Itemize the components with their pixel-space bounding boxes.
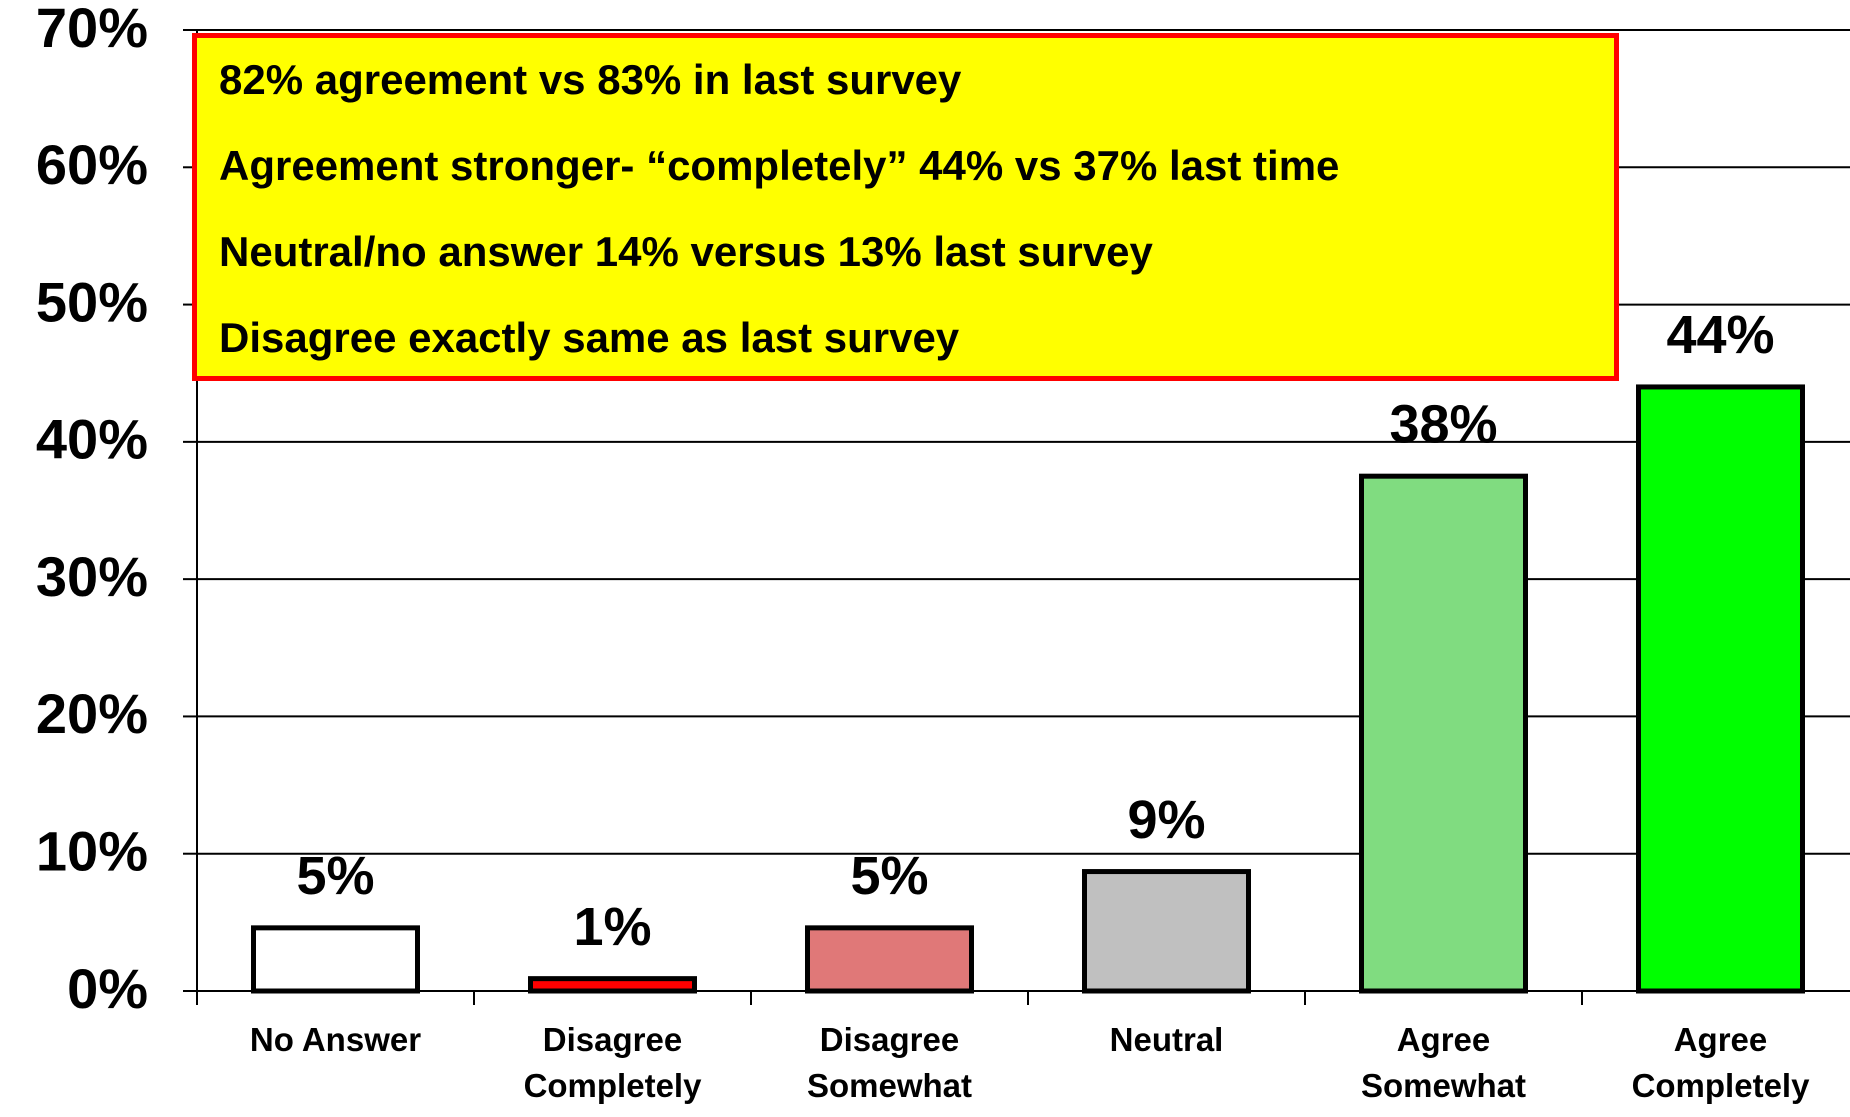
value-label: 5% bbox=[296, 846, 374, 906]
y-tick-label: 50% bbox=[36, 270, 148, 333]
annotation: Neutral/no answer 14% versus 13% last su… bbox=[219, 228, 1153, 275]
y-tick-label: 20% bbox=[36, 682, 148, 745]
bar bbox=[805, 925, 974, 994]
y-tick-label: 30% bbox=[36, 545, 148, 608]
x-tick-label: No Answer bbox=[249, 1021, 422, 1058]
bar bbox=[251, 925, 420, 994]
x-tick-label: Disagree Somewhat bbox=[806, 1021, 973, 1104]
x-tick-label: Neutral bbox=[1109, 1021, 1224, 1058]
value-label: 9% bbox=[1127, 790, 1205, 850]
value-label: 1% bbox=[573, 897, 651, 957]
annotation: Agreement stronger- “completely” 44% vs … bbox=[219, 142, 1340, 189]
annotation: Disagree exactly same as last survey bbox=[219, 314, 960, 361]
y-tick-label: 70% bbox=[36, 0, 148, 59]
x-tick-label: Agree Completely bbox=[1631, 1021, 1810, 1104]
y-tick-label: 40% bbox=[36, 408, 148, 471]
value-label: 38% bbox=[1389, 394, 1497, 454]
x-tick-label: Disagree Completely bbox=[523, 1021, 702, 1104]
bar bbox=[1636, 384, 1805, 994]
y-tick-label: 10% bbox=[36, 820, 148, 883]
value-label: 5% bbox=[850, 846, 928, 906]
bar bbox=[1359, 473, 1528, 994]
annotation-box: 82% agreement vs 83% in last survey Agree… bbox=[192, 33, 1619, 381]
y-tick-label: 0% bbox=[67, 957, 148, 1020]
y-tick-label: 60% bbox=[36, 133, 148, 196]
bar bbox=[1082, 869, 1251, 994]
x-tick-label: Agree Somewhat bbox=[1360, 1021, 1527, 1104]
bar bbox=[528, 976, 697, 994]
value-label: 44% bbox=[1666, 305, 1774, 365]
annotation: 82% agreement vs 83% in last survey bbox=[219, 56, 962, 103]
